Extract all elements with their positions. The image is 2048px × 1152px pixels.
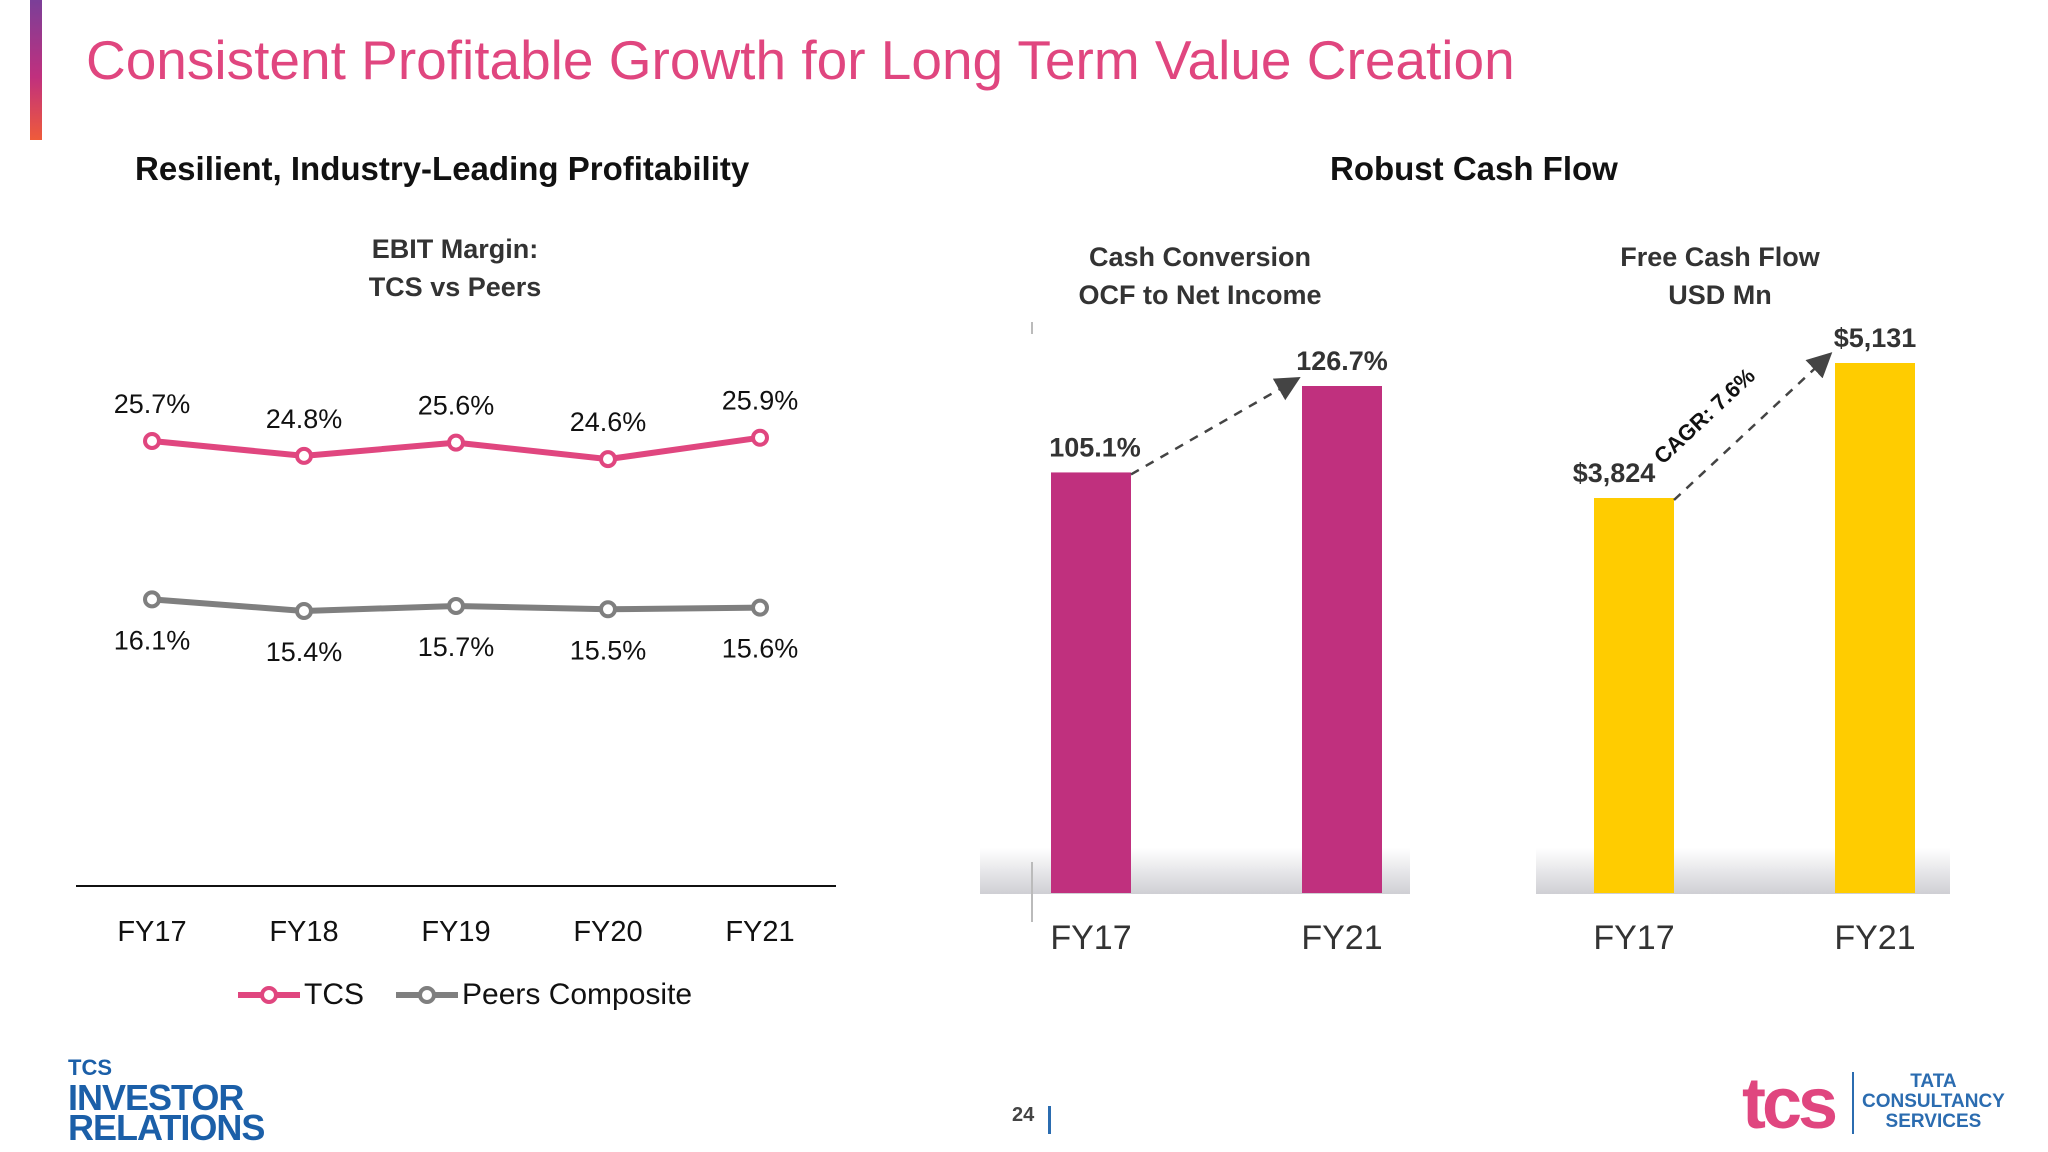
data-point bbox=[751, 428, 769, 447]
data-label: 25.7% bbox=[114, 389, 191, 419]
data-label: $5,131 bbox=[1834, 323, 1917, 353]
chart-legend: TCS Peers Composite bbox=[238, 978, 692, 1012]
legend-item-peers: Peers Composite bbox=[396, 978, 692, 1012]
data-label: 126.7% bbox=[1296, 346, 1388, 376]
data-label: 15.5% bbox=[570, 635, 647, 665]
data-point bbox=[143, 590, 161, 609]
x-tick-label: FY20 bbox=[573, 916, 642, 948]
data-point bbox=[447, 433, 465, 452]
page-title: Consistent Profitable Growth for Long Te… bbox=[86, 29, 1515, 91]
ir-logo-line3: RELATIONS bbox=[68, 1107, 265, 1148]
legend-label-peers: Peers Composite bbox=[462, 978, 693, 1011]
data-label: 25.6% bbox=[418, 391, 495, 421]
data-label: 24.6% bbox=[570, 407, 647, 437]
free-cash-flow-bar bbox=[1835, 363, 1915, 893]
legend-label-tcs: TCS bbox=[304, 978, 364, 1011]
data-label: 16.1% bbox=[114, 625, 191, 655]
ebit-chart-title-line1: EBIT Margin: bbox=[371, 234, 539, 264]
x-tick-label: FY21 bbox=[1834, 919, 1915, 957]
page-number-divider bbox=[1048, 1106, 1051, 1134]
investor-relations-logo: TCS INVESTOR RELATIONS bbox=[68, 1053, 265, 1148]
ir-logo-line1: TCS bbox=[68, 1055, 112, 1080]
data-label: 24.8% bbox=[266, 404, 343, 434]
ebit-chart-title-line2: TCS vs Peers bbox=[368, 272, 542, 302]
data-label: 25.9% bbox=[722, 386, 799, 416]
free-cash-flow-title-line2: USD Mn bbox=[1668, 280, 1772, 310]
x-tick-label: FY19 bbox=[421, 916, 490, 948]
tcs-legend-marker-icon bbox=[238, 986, 300, 1004]
data-label: 15.6% bbox=[722, 634, 799, 664]
profitability-section-title: Resilient, Industry-Leading Profitabilit… bbox=[135, 150, 750, 187]
data-label: 15.7% bbox=[418, 632, 495, 662]
data-label: 15.4% bbox=[266, 637, 343, 667]
page-number: 24 bbox=[1012, 1104, 1035, 1126]
data-point bbox=[143, 432, 161, 450]
data-point bbox=[751, 598, 769, 617]
x-tick-label: FY17 bbox=[1593, 919, 1674, 957]
data-label: $3,824 bbox=[1573, 458, 1656, 488]
ebit-chart-title: EBIT Margin: TCS vs Peers bbox=[300, 230, 610, 306]
tata-logo-line2: CONSULTANCY bbox=[1862, 1091, 2005, 1112]
ir-logo-line2: INVESTOR bbox=[68, 1077, 244, 1118]
tata-consultancy-logo: TATA CONSULTANCY SERVICES bbox=[1862, 1072, 2005, 1132]
cash-flow-section-title: Robust Cash Flow bbox=[1330, 150, 1618, 187]
cash-conversion-bar bbox=[1302, 386, 1382, 893]
peers-legend-marker-icon bbox=[396, 986, 458, 1004]
free-cash-flow-title-line1: Free Cash Flow bbox=[1620, 242, 1820, 272]
x-tick-label: FY18 bbox=[269, 916, 338, 948]
data-label: 105.1% bbox=[1049, 432, 1141, 462]
free-cash-flow-title: Free Cash Flow USD Mn bbox=[1560, 238, 1880, 314]
accent-bar bbox=[30, 0, 42, 140]
logo-divider bbox=[1852, 1072, 1854, 1134]
data-point bbox=[599, 600, 617, 619]
cash-conversion-title-line1: Cash Conversion bbox=[1088, 242, 1312, 272]
cash-conversion-bar bbox=[1051, 472, 1131, 893]
data-point bbox=[295, 601, 313, 620]
data-point bbox=[599, 450, 617, 469]
free-cash-flow-bar bbox=[1594, 498, 1674, 893]
tata-logo-line1: TATA bbox=[1910, 1071, 1957, 1092]
data-point bbox=[295, 446, 313, 465]
x-tick-label: FY21 bbox=[725, 916, 794, 948]
x-tick-label: FY17 bbox=[1050, 919, 1131, 957]
tcs-logo: tcs bbox=[1742, 1064, 1838, 1144]
trend-arrow bbox=[1673, 352, 1833, 501]
data-point bbox=[447, 597, 465, 615]
cash-conversion-title: Cash Conversion OCF to Net Income bbox=[1040, 238, 1360, 314]
cash-conversion-title-line2: OCF to Net Income bbox=[1078, 280, 1322, 310]
tata-logo-line3: SERVICES bbox=[1885, 1111, 1982, 1132]
x-tick-label: FY17 bbox=[117, 916, 186, 948]
x-tick-label: FY21 bbox=[1301, 919, 1382, 957]
legend-item-tcs: TCS bbox=[238, 978, 364, 1012]
cagr-annotation: CAGR: 7.6% bbox=[1649, 363, 1760, 469]
trend-arrow bbox=[1130, 377, 1301, 476]
